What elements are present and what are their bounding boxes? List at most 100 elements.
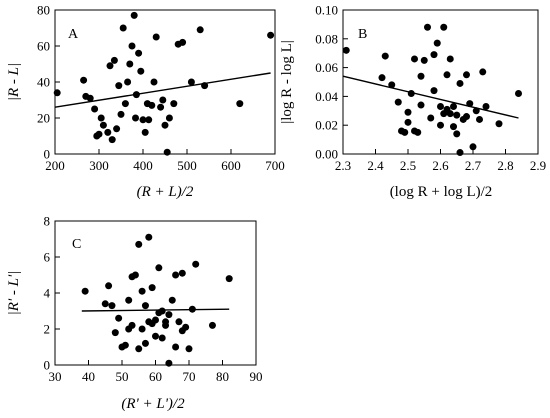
- data-point: [152, 332, 159, 340]
- x-tick-label: 2.5: [400, 158, 416, 173]
- data-point: [97, 114, 105, 122]
- data-point: [145, 233, 153, 241]
- data-point: [148, 284, 156, 292]
- data-point: [119, 24, 127, 32]
- x-tick-label: 2.7: [465, 158, 482, 173]
- data-point: [163, 148, 171, 156]
- data-point: [150, 78, 158, 86]
- y-tick-label: 0.06: [315, 60, 338, 75]
- data-point: [95, 130, 103, 138]
- data-point: [430, 51, 438, 59]
- x-tick-label: 300: [89, 158, 109, 173]
- y-axis-label: |R - L|: [6, 63, 22, 101]
- data-point: [440, 23, 448, 31]
- data-point: [453, 111, 461, 119]
- data-point: [175, 318, 183, 326]
- data-point: [168, 296, 176, 304]
- x-tick-label: 2.9: [530, 158, 546, 173]
- data-point: [132, 91, 140, 99]
- x-tick-label: 2.6: [432, 158, 449, 173]
- data-point: [131, 271, 139, 279]
- data-point: [267, 31, 275, 39]
- data-point: [155, 264, 163, 272]
- data-point: [172, 343, 180, 351]
- x-tick-label: 2.4: [367, 158, 384, 173]
- x-tick-label: 90: [250, 369, 263, 384]
- data-point: [158, 307, 166, 315]
- data-point: [430, 87, 438, 95]
- y-tick-label: 0.02: [315, 118, 338, 133]
- data-point: [108, 302, 116, 310]
- data-point: [433, 39, 441, 47]
- x-tick-label: 2.3: [335, 158, 351, 173]
- data-point: [130, 11, 138, 19]
- data-point: [108, 136, 116, 144]
- data-point: [466, 100, 474, 108]
- data-point: [105, 282, 113, 290]
- data-point: [342, 46, 350, 54]
- data-point: [401, 128, 409, 136]
- y-axis-label: |log R - log L|: [279, 40, 295, 124]
- y-tick-label: 0: [44, 147, 51, 162]
- trend-line: [342, 75, 519, 119]
- data-point: [178, 269, 186, 277]
- x-tick-label: 40: [82, 369, 95, 384]
- y-tick-label: 60: [37, 39, 50, 54]
- panel-letter: C: [72, 237, 81, 252]
- data-point: [404, 108, 412, 116]
- data-point: [446, 110, 454, 118]
- data-point: [157, 103, 165, 111]
- data-point: [453, 130, 461, 138]
- data-point: [456, 149, 464, 157]
- data-point: [128, 42, 136, 50]
- y-axis-label: |R' - L'|: [6, 271, 22, 316]
- data-point: [138, 287, 146, 295]
- data-point: [450, 123, 457, 131]
- data-point: [135, 49, 143, 57]
- data-point: [182, 323, 190, 331]
- data-point: [417, 101, 425, 109]
- data-point: [53, 89, 61, 97]
- data-point: [141, 302, 149, 310]
- data-point: [456, 79, 464, 87]
- data-point: [159, 96, 167, 104]
- data-point: [201, 82, 209, 90]
- data-point: [128, 321, 136, 329]
- marks: 2.3 2.4 2.5 2.6 2.7 2.8 2.9 0.00 0.02 0.04 0.06 0.0…: [315, 3, 546, 174]
- data-point: [99, 121, 107, 129]
- data-point: [110, 56, 118, 64]
- panel-letter: B: [358, 27, 367, 42]
- data-point: [394, 98, 402, 106]
- data-point: [121, 100, 129, 108]
- data-point: [495, 120, 503, 128]
- trend-line: [81, 308, 230, 312]
- data-point: [463, 113, 470, 121]
- y-tick-label: 0.00: [315, 147, 338, 162]
- data-point: [187, 78, 195, 86]
- data-point: [225, 275, 233, 283]
- y-tick-label: 0.04: [315, 89, 338, 104]
- data-point: [115, 82, 123, 90]
- y-tick-label: 40: [37, 75, 50, 90]
- y-tick-label: 6: [44, 250, 51, 265]
- data-point: [192, 260, 200, 268]
- data-point: [437, 121, 444, 129]
- x-tick-label: 600: [221, 158, 241, 173]
- data-point: [125, 296, 133, 304]
- data-point: [427, 114, 435, 122]
- data-point: [165, 359, 173, 367]
- y-tick-label: 0.08: [315, 31, 338, 46]
- data-point: [479, 68, 487, 76]
- data-point: [111, 329, 119, 337]
- data-point: [208, 321, 216, 329]
- data-point: [404, 118, 412, 126]
- data-point: [80, 76, 88, 84]
- data-point: [388, 81, 396, 89]
- y-tick-label: 4: [44, 286, 51, 301]
- y-tick-label: 2: [44, 322, 51, 337]
- data-point: [132, 114, 140, 122]
- data-point: [135, 345, 143, 353]
- data-point: [172, 271, 180, 279]
- data-point: [139, 116, 147, 124]
